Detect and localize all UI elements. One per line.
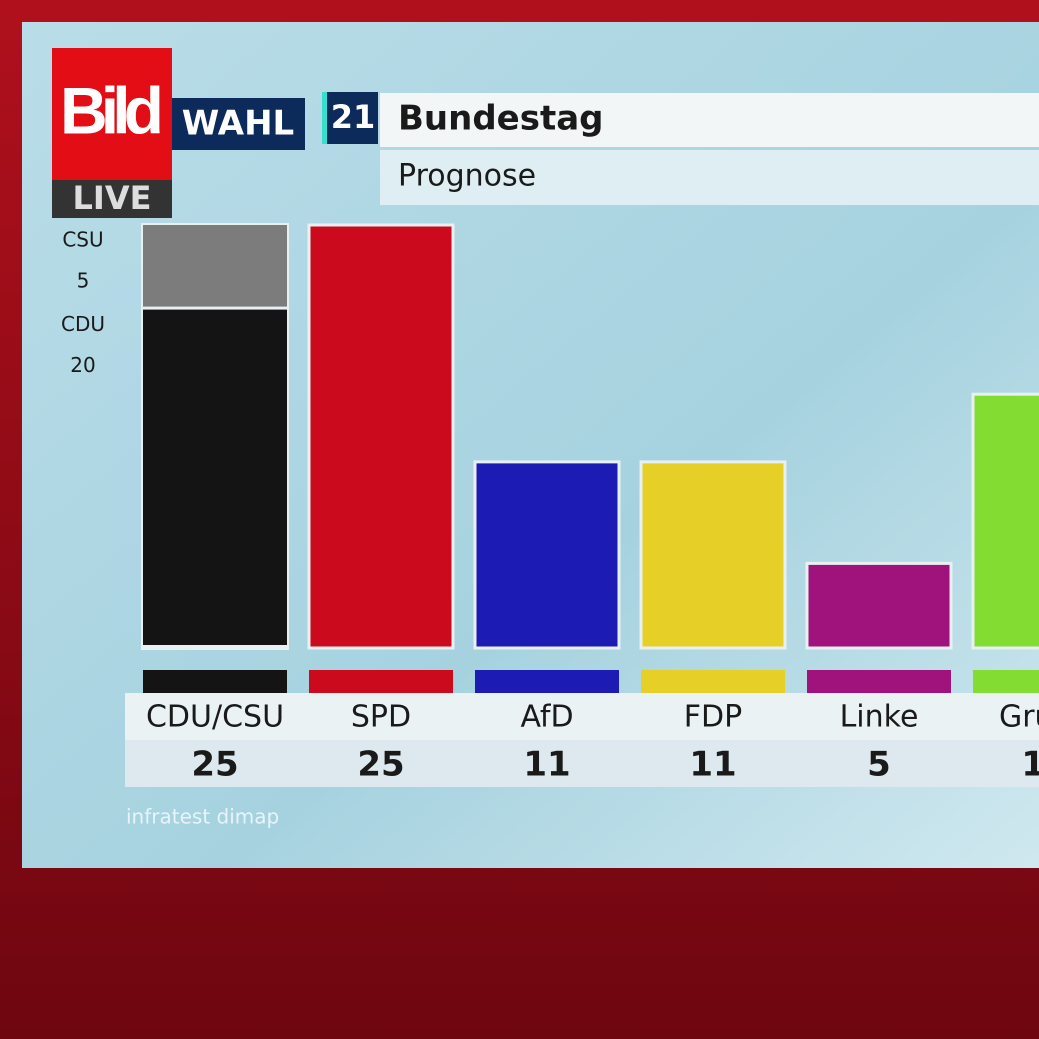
badge-year: 21	[331, 98, 376, 136]
value-label: 25	[191, 745, 238, 785]
color-strip	[641, 670, 785, 693]
color-strip	[807, 670, 951, 693]
color-strip	[143, 670, 287, 693]
color-strip	[309, 670, 453, 693]
bar	[639, 460, 787, 650]
source: infratest dimap	[126, 805, 279, 829]
bar	[805, 561, 953, 650]
color-strip	[475, 670, 619, 693]
segment-name: CDU	[61, 312, 105, 336]
category-label: SPD	[351, 700, 411, 735]
subtitle: Prognose	[398, 159, 536, 194]
value-label: 5	[867, 745, 891, 785]
badge-box	[172, 98, 305, 150]
category-label: AfD	[520, 700, 573, 735]
bar-segment	[143, 309, 287, 645]
bar	[971, 392, 1039, 650]
bar	[307, 223, 455, 650]
value-label: 25	[357, 745, 404, 785]
segment-value: 20	[70, 353, 95, 377]
logo: Bild	[60, 73, 164, 147]
logo-box	[52, 48, 172, 180]
live-box	[52, 180, 172, 218]
category-label: Linke	[840, 700, 919, 735]
year-box	[322, 92, 378, 144]
title: Bundestag	[398, 99, 604, 139]
segment-name: CSU	[62, 228, 103, 252]
category-label: CDU/CSU	[146, 700, 284, 735]
value-label: 15	[1021, 745, 1039, 785]
color-strip	[973, 670, 1039, 693]
value-label: 11	[689, 745, 736, 785]
category-label: FDP	[684, 700, 742, 735]
title-bar	[380, 93, 1039, 147]
live-label: LIVE	[73, 179, 152, 217]
subtitle-bar	[380, 150, 1039, 205]
bar-segment	[143, 225, 287, 307]
bar	[473, 460, 621, 650]
category-label: Grüne	[999, 700, 1039, 735]
value-band	[125, 740, 1039, 787]
value-label: 11	[523, 745, 570, 785]
badge: WAHL	[182, 104, 294, 144]
segment-value: 5	[77, 269, 90, 293]
year-accent	[322, 92, 327, 144]
